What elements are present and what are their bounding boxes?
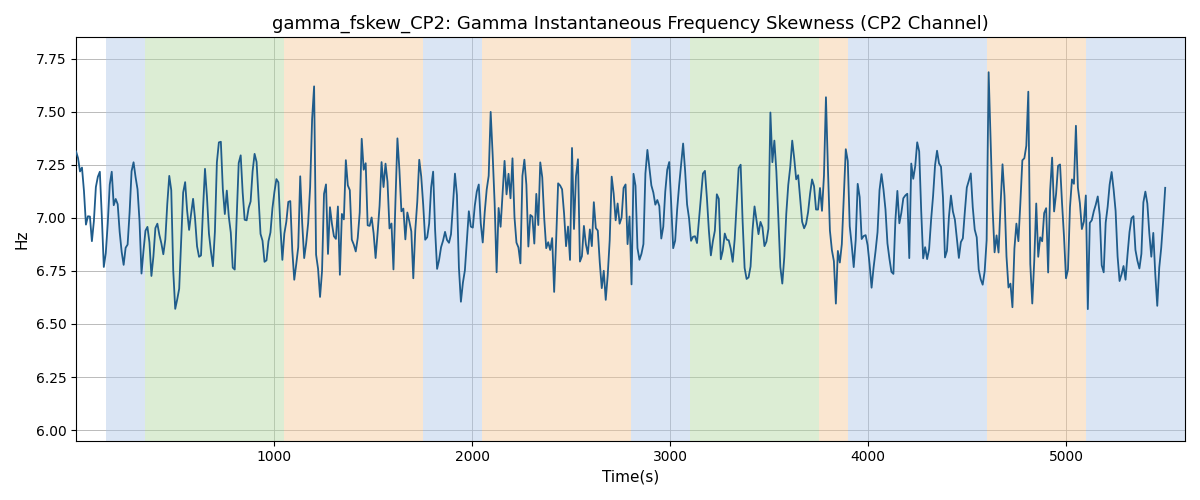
Bar [422,38,482,440]
Bar [145,38,284,440]
Y-axis label: Hz: Hz [14,230,30,249]
Bar [482,38,630,440]
Bar [630,38,690,440]
X-axis label: Time(s): Time(s) [602,470,659,485]
Bar [1086,38,1186,440]
Bar [986,38,1086,440]
Bar [818,38,848,440]
Title: gamma_fskew_CP2: Gamma Instantaneous Frequency Skewness (CP2 Channel): gamma_fskew_CP2: Gamma Instantaneous Fre… [272,15,989,34]
Bar [284,38,422,440]
Bar [106,38,145,440]
Bar [848,38,986,440]
Bar [690,38,818,440]
